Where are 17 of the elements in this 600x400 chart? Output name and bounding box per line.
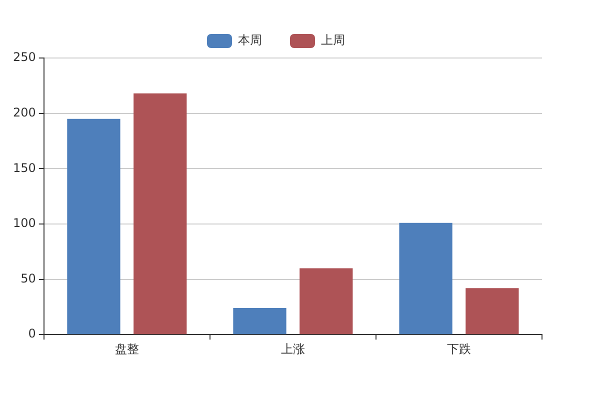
bar	[134, 93, 187, 334]
bar	[233, 308, 286, 334]
y-tick-label: 250	[13, 50, 36, 64]
y-tick-label: 0	[28, 326, 36, 341]
x-tick-label: 上涨	[280, 342, 305, 356]
y-tick-label: 100	[13, 216, 36, 230]
bar	[399, 222, 452, 334]
bar	[67, 118, 120, 334]
y-tick-label: 50	[20, 271, 36, 286]
bar	[466, 288, 519, 334]
y-tick-label: 200	[13, 105, 36, 120]
legend-label: 本周	[238, 33, 262, 48]
legend-label: 上周	[321, 33, 345, 48]
x-tick-label: 盘整	[114, 342, 139, 356]
bar	[300, 268, 353, 334]
y-tick-label: 150	[13, 160, 36, 175]
x-tick-label: 下跌	[446, 342, 471, 356]
